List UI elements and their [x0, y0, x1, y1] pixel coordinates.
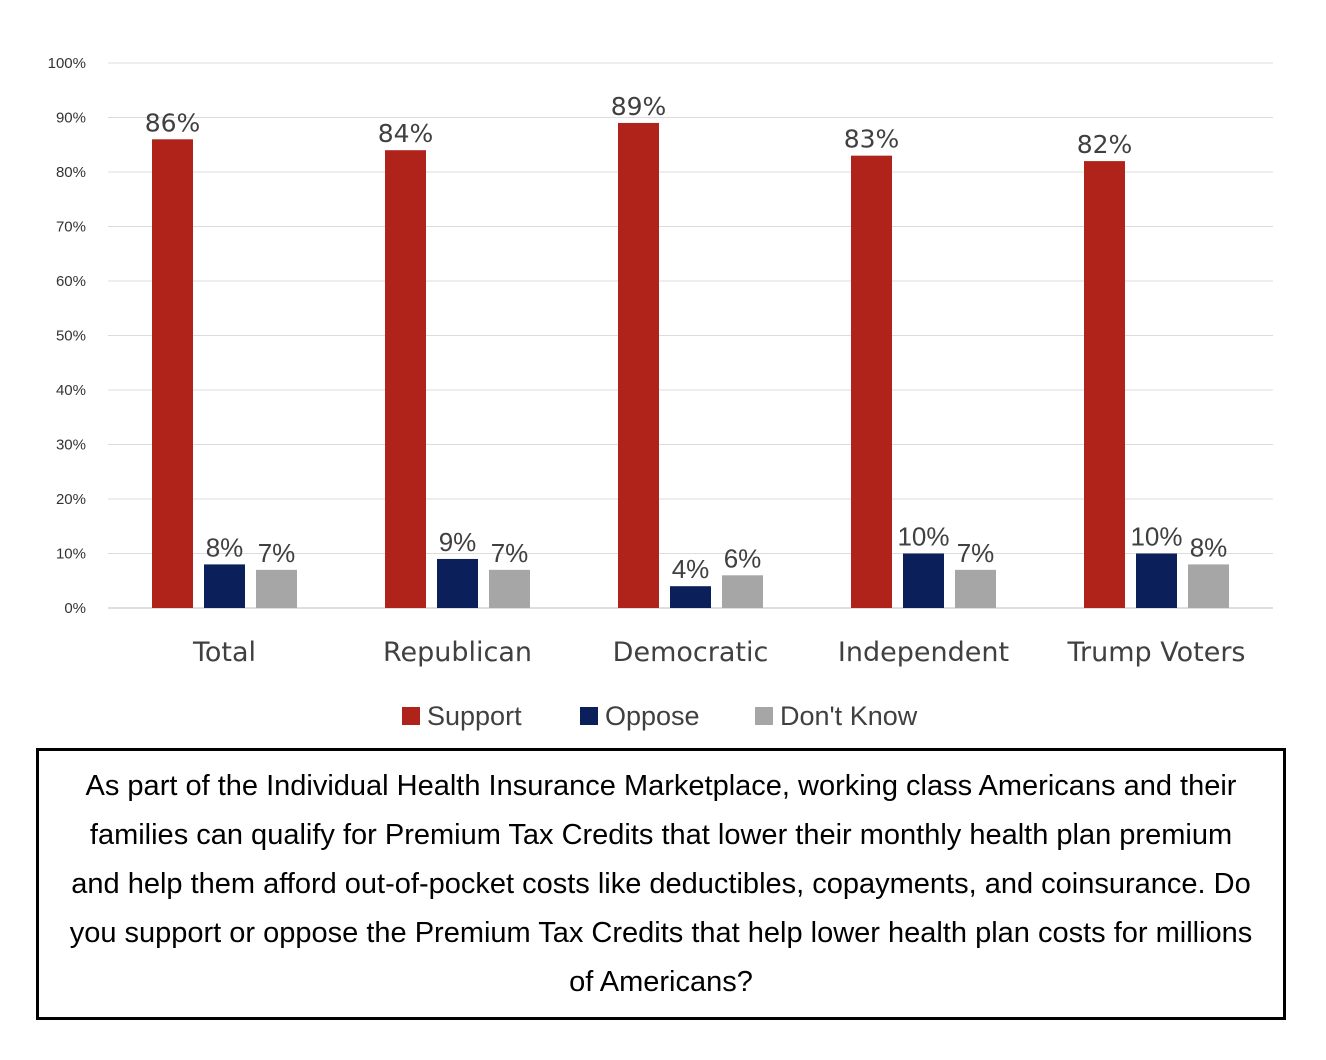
bar-chart: 0% 10% 20% 30% 40% 50% 60% 70% 80% 90% 100% 86% 8% 7…: [48, 55, 1273, 731]
data-label: 84%: [378, 119, 434, 148]
data-label: 86%: [145, 108, 201, 137]
y-tick-label: 0%: [64, 600, 86, 617]
data-label: 9%: [439, 527, 477, 557]
bar-don-t-know: [489, 569, 530, 608]
bar-oppose: [670, 586, 711, 608]
legend: Support Oppose Don't Know: [402, 701, 918, 731]
bar-don-t-know: [722, 575, 763, 608]
legend-swatch: [402, 707, 420, 725]
y-tick-label: 70%: [56, 219, 86, 236]
data-label: 8%: [206, 532, 244, 562]
y-tick-label: 10%: [56, 546, 86, 563]
bar-don-t-know: [1188, 564, 1229, 608]
y-tick-label: 20%: [56, 491, 86, 508]
x-category-label: Republican: [383, 637, 532, 668]
data-label: 7%: [491, 538, 529, 568]
data-label: 7%: [258, 538, 296, 568]
bar-don-t-know: [955, 569, 996, 608]
bar-oppose: [903, 553, 944, 608]
y-tick-label: 40%: [56, 382, 86, 399]
y-tick-label: 50%: [56, 328, 86, 345]
bars: [152, 122, 1229, 609]
x-category-label: Democratic: [613, 637, 769, 668]
legend-swatch: [755, 707, 773, 725]
data-labels: 86% 8% 7% 84% 9% 7% 89% 4% 6% 83% 10% 7% 82% 10% 8%: [145, 92, 1228, 584]
bar-support: [152, 139, 193, 609]
data-label: 7%: [957, 538, 995, 568]
bar-don-t-know: [256, 569, 297, 608]
y-tick-label: 60%: [56, 273, 86, 290]
legend-label: Don't Know: [780, 701, 918, 731]
bar-oppose: [204, 564, 245, 608]
x-category-label: Independent: [838, 637, 1009, 668]
data-label: 89%: [611, 92, 667, 121]
bar-support: [385, 150, 426, 608]
y-tick-label: 30%: [56, 437, 86, 454]
bar-support: [1084, 161, 1125, 608]
bar-oppose: [437, 558, 478, 608]
y-axis-ticks: 0% 10% 20% 30% 40% 50% 60% 70% 80% 90% 100%: [48, 55, 86, 617]
y-tick-label: 100%: [48, 55, 86, 72]
x-category-label: Total: [192, 637, 256, 668]
data-label: 10%: [1130, 522, 1182, 552]
data-label: 6%: [724, 543, 762, 573]
gridlines: [108, 62, 1273, 609]
legend-label: Support: [427, 701, 522, 731]
legend-swatch: [580, 707, 598, 725]
bar-support: [618, 122, 659, 608]
legend-label: Oppose: [605, 701, 700, 731]
bar-support: [851, 155, 892, 608]
y-tick-label: 80%: [56, 164, 86, 181]
x-axis-categories: Total Republican Democratic Independent Trum…: [192, 637, 1246, 668]
data-label: 82%: [1077, 130, 1133, 159]
x-category-label: Trump Voters: [1066, 637, 1245, 668]
y-tick-label: 90%: [56, 110, 86, 127]
data-label: 4%: [672, 554, 710, 584]
question-text: As part of the Individual Health Insuran…: [69, 769, 1253, 998]
data-label: 8%: [1190, 532, 1228, 562]
data-label: 83%: [844, 125, 900, 154]
question-box: As part of the Individual Health Insuran…: [36, 748, 1286, 1020]
bar-oppose: [1136, 553, 1177, 608]
data-label: 10%: [897, 522, 949, 552]
